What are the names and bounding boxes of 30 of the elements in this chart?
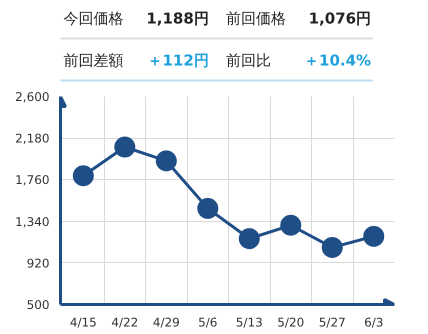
- y-tick-label: 1,760: [15, 173, 50, 188]
- y-tick-label: 2,600: [15, 90, 50, 104]
- y-tick-label: 920: [26, 256, 50, 270]
- text: 1,188円: [146, 10, 209, 28]
- point: [156, 150, 177, 172]
- text: ＋10.4%: [304, 52, 372, 70]
- text: 今回価格: [64, 10, 124, 28]
- x-tick-label: 5/13: [236, 316, 263, 330]
- point: [72, 165, 94, 186]
- x-tick-label: 6/3: [364, 316, 384, 330]
- y-tick-label: 1,340: [15, 214, 50, 229]
- point: [363, 226, 384, 247]
- y-tick-label: 2,180: [15, 132, 50, 146]
- x-tick-label: 5/6: [198, 316, 218, 330]
- x-tick-label: 5/27: [318, 316, 346, 330]
- point: [238, 228, 260, 250]
- text: 前回価格: [226, 10, 286, 28]
- y-tick-label: 500: [26, 298, 50, 312]
- point: [322, 236, 343, 258]
- point: [197, 198, 218, 219]
- text: 前回比: [226, 52, 271, 70]
- x-tick-label: 4/22: [111, 316, 138, 330]
- point: [114, 136, 136, 158]
- x-tick-label: 4/29: [152, 316, 180, 330]
- x-tick-label: 4/15: [70, 316, 97, 330]
- point: [280, 214, 302, 236]
- text: ＋112円: [147, 52, 209, 70]
- text: 前回差額: [64, 52, 124, 70]
- text: 1,076円: [308, 10, 372, 28]
- x-tick-label: 5/20: [277, 316, 304, 330]
